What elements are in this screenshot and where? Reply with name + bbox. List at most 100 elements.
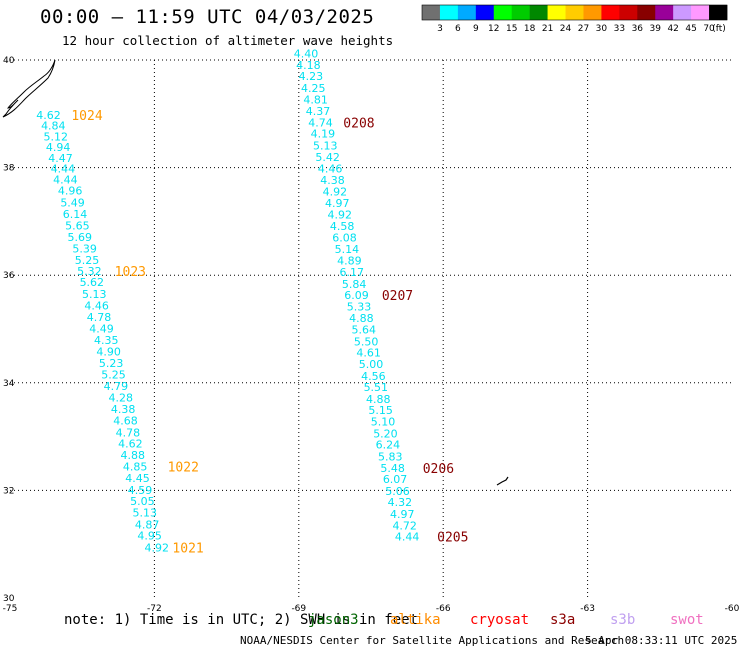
x-tick-label: -63 (580, 604, 595, 614)
colorbar-swatch (691, 5, 710, 20)
x-tick-label: -75 (3, 604, 18, 614)
colorbar-label: 24 (560, 24, 572, 34)
colorbar-swatch (709, 5, 728, 20)
wave-height-label: 5.39 (72, 242, 97, 255)
x-tick-label: -66 (436, 604, 451, 614)
wave-height-label: 4.59 (128, 484, 153, 497)
wave-height-label: 4.38 (111, 403, 136, 416)
colorbar-swatch (439, 5, 459, 20)
colorbar-label: 12 (488, 24, 499, 34)
pass-time-label: 1024 (71, 109, 102, 124)
wave-height-label: 4.81 (303, 93, 328, 106)
wave-height-label: 4.19 (311, 128, 336, 141)
colorbar-swatch (529, 5, 548, 20)
wave-height-label: 4.88 (366, 393, 391, 406)
wave-height-label: 4.25 (301, 82, 326, 95)
wave-height-label: 4.78 (87, 311, 112, 324)
wave-height-label: 5.25 (101, 369, 126, 382)
wave-height-label: 4.89 (337, 255, 362, 268)
wave-height-label: 4.46 (318, 163, 343, 176)
wave-height-label: 5.23 (99, 357, 124, 370)
wave-height-label: 4.23 (299, 70, 324, 83)
colorbar-label: 15 (506, 24, 517, 34)
track-altika: 4.624.845.124.944.474.444.444.965.496.14… (36, 109, 203, 557)
wave-height-label: 5.13 (313, 140, 338, 153)
wave-height-label: 4.94 (46, 141, 71, 154)
wave-height-label: 5.62 (80, 276, 105, 289)
wave-height-label: 4.78 (116, 426, 141, 439)
wave-height-label: 5.13 (82, 288, 107, 301)
wave-height-label: 4.90 (96, 346, 121, 359)
pass-time-label: 0207 (382, 289, 413, 304)
footer-credit: NOAA/NESDIS Center for Satellite Applica… (240, 634, 625, 647)
wave-height-label: 5.06 (385, 485, 410, 498)
wave-height-label: 4.44 (395, 531, 420, 544)
pass-time-label: 0206 (423, 462, 454, 477)
wave-height-label: 5.50 (354, 335, 379, 348)
colorbar-label: 42 (667, 24, 678, 34)
wave-height-label: 5.20 (373, 427, 398, 440)
wave-height-label: 4.18 (296, 59, 321, 72)
wave-height-label: 5.32 (77, 265, 102, 278)
wave-height-label: 5.48 (380, 462, 405, 475)
colorbar-swatch (422, 5, 441, 20)
wave-height-label: 5.25 (75, 254, 100, 267)
colorbar-swatch (583, 5, 602, 20)
colorbar-swatch (619, 5, 638, 20)
wave-height-label: 4.74 (308, 116, 333, 129)
wave-height-label: 5.33 (347, 300, 372, 313)
y-tick-label: 32 (3, 486, 14, 496)
colorbar-swatch (673, 5, 692, 20)
colorbar-swatch (655, 5, 674, 20)
wave-height-label: 4.87 (135, 518, 160, 531)
wave-height-label: 4.47 (48, 152, 73, 165)
pass-time-label: 1022 (168, 461, 199, 476)
colorbar-swatch (493, 5, 513, 20)
colorbar-frame (421, 4, 728, 21)
wave-height-label: 4.85 (123, 461, 148, 474)
colorbar-label: 33 (614, 24, 625, 34)
wave-height-label: 4.92 (145, 541, 170, 554)
wave-height-label: 5.84 (342, 278, 367, 291)
wave-height-label: 6.09 (344, 289, 369, 302)
wave-height-label: 4.96 (58, 185, 83, 198)
satellite-legend-item: cryosat (470, 612, 530, 628)
colorbar-swatch (511, 5, 530, 20)
wave-height-label: 5.15 (368, 404, 393, 417)
satellite-legend-item: s3b (610, 612, 636, 628)
wave-height-label: 5.83 (378, 451, 403, 464)
pass-time-label: 0208 (343, 116, 374, 131)
wave-height-label: 4.35 (94, 334, 119, 347)
colorbar-swatch (601, 5, 620, 20)
colorbar-swatch (475, 5, 495, 20)
satellite-legend-item: altika (390, 612, 441, 628)
altimeter-tracks: 4.624.845.124.944.474.444.444.965.496.14… (36, 48, 468, 557)
page-subtitle: 12 hour collection of altimeter wave hei… (62, 33, 394, 48)
wave-height-label: 4.46 (84, 299, 109, 312)
colorbar-label: 21 (542, 24, 553, 34)
wave-height-label: 4.58 (330, 220, 355, 233)
wave-height-label: 5.65 (65, 220, 90, 233)
pass-time-label: 1021 (172, 541, 203, 556)
page-title: 00:00 – 11:59 UTC 04/03/2025 (40, 6, 375, 28)
coastline-land (2, 59, 509, 486)
colorbar-label: 36 (632, 24, 644, 34)
chart-grid (10, 59, 732, 598)
satellite-legend-item: s3a (550, 612, 576, 628)
wave-height-label: 6.14 (63, 208, 88, 221)
wave-height-label: 4.72 (392, 519, 417, 532)
wave-height-label: 4.32 (388, 496, 413, 509)
wave-height-label: 5.51 (364, 381, 389, 394)
wave-height-label: 4.79 (104, 380, 129, 393)
wave-height-label: 4.49 (89, 322, 114, 335)
wave-height-label: 4.45 (125, 472, 150, 485)
coastline-north-america (2, 59, 56, 118)
wave-height-label: 4.44 (51, 163, 76, 176)
wave-height-label: 5.00 (359, 358, 384, 371)
wave-height-label: 4.56 (361, 370, 386, 383)
colorbar-swatch (565, 5, 584, 20)
y-tick-label: 36 (3, 271, 15, 281)
wave-height-label: 4.38 (320, 174, 345, 187)
wave-height-label: 4.62 (36, 109, 61, 122)
